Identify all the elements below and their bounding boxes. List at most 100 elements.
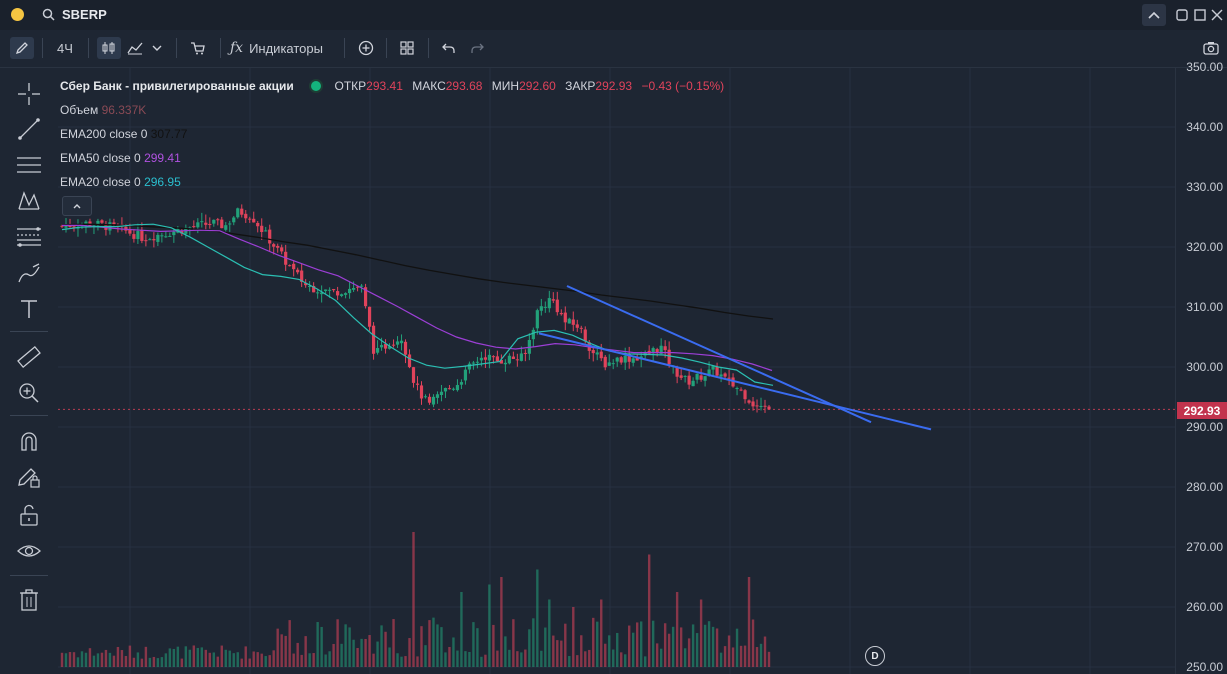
redo-button[interactable] bbox=[466, 37, 488, 59]
text-tool[interactable] bbox=[15, 295, 43, 323]
volume-bar bbox=[216, 656, 219, 667]
volume-bar bbox=[88, 648, 92, 667]
trend-line-tool[interactable] bbox=[15, 115, 43, 143]
price-axis[interactable]: 350.00 340.00 330.00 320.00 310.00 300.00 290.… bbox=[1175, 60, 1227, 674]
candle-body bbox=[743, 390, 747, 400]
collapse-legend-button[interactable] bbox=[62, 196, 92, 216]
candle-body bbox=[755, 405, 759, 407]
candle-body bbox=[623, 355, 627, 363]
volume-bar bbox=[260, 653, 263, 667]
volume-bar bbox=[751, 619, 755, 667]
candle-body bbox=[707, 369, 711, 376]
candle-body bbox=[236, 208, 240, 218]
volume-bar bbox=[380, 625, 383, 667]
candle-body bbox=[228, 223, 232, 225]
trash-icon bbox=[20, 589, 38, 611]
pattern-tool[interactable] bbox=[15, 187, 43, 215]
volume-bar bbox=[703, 624, 707, 667]
volume-bar bbox=[723, 646, 727, 667]
volume-bar bbox=[312, 653, 315, 667]
candle-body bbox=[192, 226, 196, 228]
indicators-button[interactable]: ƒx Индикаторы bbox=[230, 37, 334, 59]
zoom-tool[interactable] bbox=[15, 379, 43, 407]
candle-body bbox=[395, 341, 400, 345]
unlock-tool[interactable] bbox=[15, 501, 43, 529]
volume-bar bbox=[747, 577, 751, 667]
candle-body bbox=[391, 344, 396, 346]
legend-ema200[interactable]: EMA200 close 0 307.77 bbox=[60, 127, 187, 141]
candle-body bbox=[140, 229, 144, 241]
volume-bar bbox=[536, 569, 539, 667]
volume-bar bbox=[120, 650, 124, 667]
candle-body bbox=[479, 357, 484, 361]
candles-button[interactable] bbox=[97, 37, 121, 59]
undo-button[interactable] bbox=[438, 37, 460, 59]
horizontal-lines-tool[interactable] bbox=[15, 151, 43, 179]
candle-body bbox=[216, 219, 220, 221]
chart-type-dropdown[interactable] bbox=[148, 37, 166, 59]
ticker-input[interactable]: SBERP bbox=[62, 7, 107, 22]
ema200-line bbox=[61, 223, 774, 320]
volume-bar bbox=[268, 655, 271, 667]
volume-bar bbox=[160, 657, 164, 667]
legend-ema50[interactable]: EMA50 close 0 299.41 bbox=[60, 151, 181, 165]
layout-button[interactable] bbox=[396, 37, 418, 59]
window-restore-icon[interactable] bbox=[1175, 8, 1189, 22]
volume-bar bbox=[687, 638, 691, 667]
candle-body bbox=[655, 349, 659, 353]
brush-tool[interactable] bbox=[15, 259, 43, 287]
draw-mode-button[interactable] bbox=[10, 37, 34, 59]
ruler-tool[interactable] bbox=[15, 343, 43, 371]
volume-bar bbox=[364, 638, 367, 667]
candle-body bbox=[627, 354, 631, 362]
volume-bar bbox=[612, 649, 615, 667]
search-icon[interactable] bbox=[42, 8, 55, 21]
fibonacci-tool[interactable] bbox=[15, 223, 43, 251]
magnet-icon bbox=[21, 432, 37, 451]
candle-body bbox=[543, 306, 547, 308]
volume-bar bbox=[336, 619, 339, 667]
delete-drawings-tool[interactable] bbox=[15, 586, 43, 614]
price-tick-label: 290.00 bbox=[1186, 420, 1223, 434]
volume-bar bbox=[436, 624, 439, 667]
price-tick-label: 260.00 bbox=[1186, 600, 1223, 614]
pencil-lock-icon bbox=[18, 468, 40, 488]
screenshot-button[interactable] bbox=[1200, 37, 1222, 59]
price-chart[interactable] bbox=[58, 68, 1175, 674]
volume-bar bbox=[695, 633, 699, 667]
area-chart-button[interactable] bbox=[124, 37, 146, 59]
legend-ema20[interactable]: EMA20 close 0 296.95 bbox=[60, 175, 181, 189]
visibility-tool[interactable] bbox=[15, 537, 43, 565]
magnet-tool[interactable] bbox=[15, 427, 43, 455]
volume-bar bbox=[180, 658, 184, 667]
add-compare-button[interactable] bbox=[354, 37, 378, 59]
candle-body bbox=[292, 263, 296, 270]
volume-bar bbox=[272, 650, 275, 667]
price-tick-label: 280.00 bbox=[1186, 480, 1223, 494]
volume-bar bbox=[400, 656, 403, 667]
window-maximize-icon[interactable] bbox=[1193, 8, 1207, 22]
legend-volume[interactable]: Объем 96.337K bbox=[60, 103, 146, 117]
candle-body bbox=[651, 348, 655, 354]
collapse-button[interactable] bbox=[1142, 4, 1166, 26]
candle-body bbox=[603, 356, 607, 368]
camera-icon bbox=[1203, 42, 1219, 55]
candle-body bbox=[248, 218, 252, 220]
trade-button[interactable] bbox=[186, 37, 210, 59]
volume-bar bbox=[544, 627, 547, 667]
candle-body bbox=[631, 358, 635, 363]
volume-bar bbox=[628, 625, 631, 667]
volume-bar bbox=[532, 618, 535, 667]
candle-body bbox=[399, 340, 404, 344]
open-value: 293.41 bbox=[366, 79, 403, 93]
volume-bar bbox=[488, 584, 491, 667]
dividend-badge[interactable]: D bbox=[865, 646, 885, 666]
close-icon[interactable] bbox=[1210, 8, 1224, 22]
interval-button[interactable]: 4Ч bbox=[57, 40, 73, 56]
crosshair-tool[interactable] bbox=[15, 80, 43, 108]
chevron-up-icon bbox=[1148, 11, 1160, 19]
candle-body bbox=[92, 225, 96, 227]
price-tick-label: 340.00 bbox=[1186, 120, 1223, 134]
lock-drawings-tool[interactable] bbox=[15, 463, 43, 491]
candle-body bbox=[531, 329, 535, 340]
